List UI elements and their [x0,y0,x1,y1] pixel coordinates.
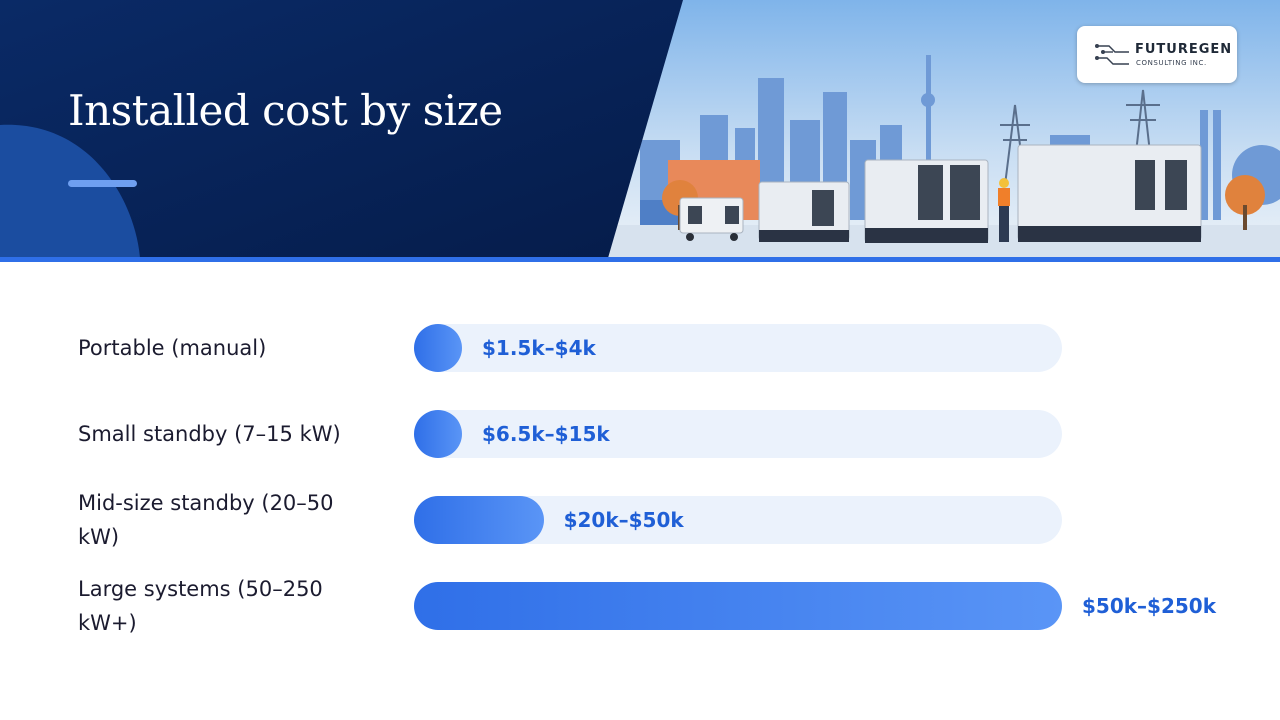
title-underline [68,180,137,187]
bar-track [414,582,1062,630]
header-banner: Installed cost by size FUTUREGEN CONSULT… [0,0,1280,258]
bar-value-label: $6.5k–$15k [482,422,610,446]
bar [414,582,1062,630]
bar [414,410,462,458]
page-title: Installed cost by size [68,86,503,135]
futuregen-logo: FUTUREGEN CONSULTING INC. [1077,26,1237,83]
category-label: Mid-size standby (20–50 kW) [78,491,334,549]
circuit-icon [1095,44,1129,65]
header-accent-line [0,257,1280,262]
bar-track [414,324,1062,372]
bar [414,324,462,372]
category-label: Small standby (7–15 kW) [78,422,341,446]
bar-value-label: $20k–$50k [563,508,684,532]
category-label: Portable (manual) [78,336,267,360]
bar [414,496,544,544]
bar-value-label: $50k–$250k [1082,594,1217,618]
bar-track [414,496,1062,544]
logo-subtitle: CONSULTING INC. [1136,59,1207,67]
bar-value-label: $1.5k–$4k [482,336,596,360]
category-label: Large systems (50–250 kW+) [78,577,323,635]
bar-track [414,410,1062,458]
logo-name: FUTUREGEN [1135,42,1233,57]
cost-bar-chart: Portable (manual) $1.5k–$4k Small standby … [0,300,1280,660]
